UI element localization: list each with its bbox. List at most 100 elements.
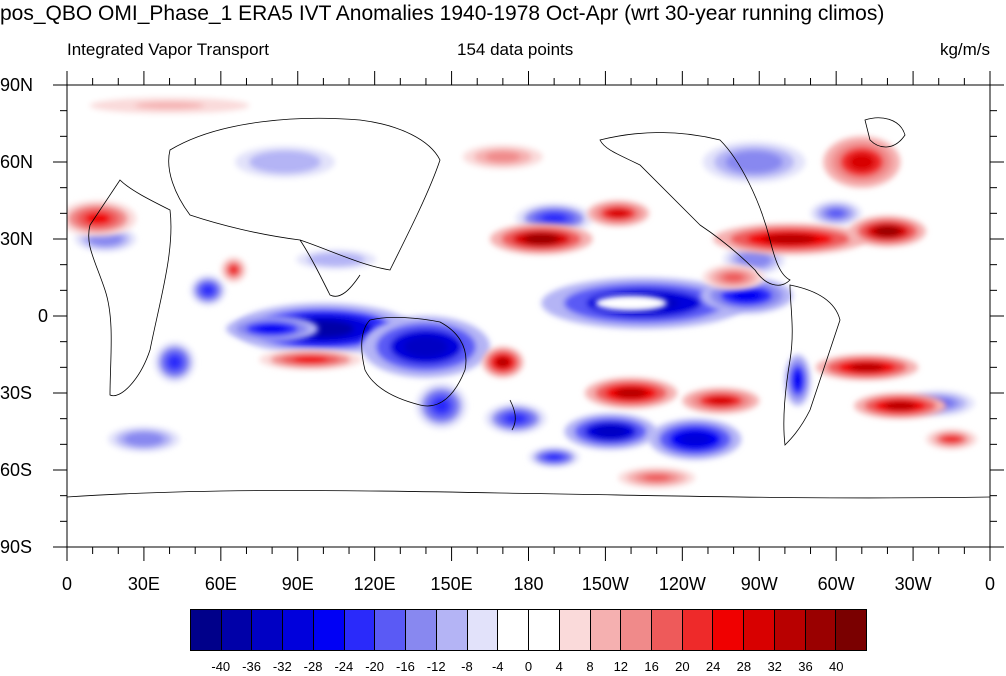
colorbar-swatch: [283, 610, 314, 650]
colorbar-swatch: [805, 610, 837, 650]
y-tick-label: 0: [38, 306, 49, 326]
colorbar-tick-label: -4: [491, 659, 504, 674]
x-tick-label: 150E: [430, 574, 473, 594]
y-tick-label: 90S: [0, 537, 33, 557]
colorbar-swatch: [744, 610, 775, 650]
anomaly-region: [854, 393, 947, 419]
colorbar-tick-label: -24: [334, 659, 354, 674]
y-tick-label: 60S: [0, 460, 33, 480]
colorbar-swatch: [529, 610, 560, 650]
colorbar-tick-label: -40: [211, 659, 231, 674]
anomaly-region: [154, 341, 196, 383]
colorbar-swatch: [590, 610, 622, 650]
colorbar-swatch: [467, 610, 499, 650]
anomaly-region: [587, 200, 650, 227]
coastlines: [67, 117, 990, 499]
anomaly-region: [595, 295, 667, 311]
colorbar-swatch: [836, 610, 867, 650]
map-plot: [53, 71, 1004, 561]
colorbar-swatch: [221, 610, 253, 650]
anomaly-region: [220, 141, 350, 183]
x-tick-label: 30E: [127, 574, 160, 594]
anomaly-region: [67, 95, 273, 116]
anomaly-region: [810, 200, 862, 227]
colorbar-swatch: [191, 610, 222, 650]
colorbar-swatch: [559, 610, 591, 650]
colorbar-tick-label: -16: [396, 659, 415, 674]
y-tick-label: 30N: [0, 229, 34, 249]
x-tick-label: 0: [984, 574, 996, 594]
colorbar: [190, 609, 867, 651]
anomaly-region: [67, 200, 137, 237]
anomaly-region: [618, 467, 696, 488]
colorbar-tick-label: 36: [798, 659, 813, 674]
colorbar-swatch: [313, 610, 345, 650]
y-tick-label: 60N: [0, 152, 34, 172]
x-tick-label: 120E: [353, 574, 396, 594]
plot-title: pos_QBO OMI_Phase_1 ERA5 IVT Anomalies 1…: [0, 2, 885, 25]
colorbar-swatch: [498, 610, 530, 650]
colorbar-tick-label: 8: [586, 659, 594, 674]
variable-label: Integrated Vapor Transport: [67, 40, 269, 59]
anomaly-region: [925, 428, 978, 450]
anomaly-region: [528, 446, 580, 468]
data-count-label: 154 data points: [457, 40, 574, 59]
colorbar-swatch: [713, 610, 745, 650]
colorbar-tick-label: 40: [828, 659, 844, 674]
colorbar-swatch: [682, 610, 714, 650]
colorbar-tick-label: 28: [736, 659, 752, 674]
anomaly-region: [225, 316, 319, 342]
anomaly-region: [584, 377, 678, 409]
anomaly-region: [784, 354, 811, 406]
colorbar-tick-label: 32: [767, 659, 782, 674]
x-tick-label: 0: [61, 574, 73, 594]
colorbar-swatch: [774, 610, 806, 650]
anomaly-region: [220, 256, 247, 283]
anomaly-region: [649, 418, 742, 460]
anomaly-region: [823, 136, 901, 188]
x-tick-label: 180: [513, 574, 544, 594]
anomaly-region: [848, 215, 926, 247]
x-tick-label: 90E: [281, 574, 314, 594]
anomaly-region: [682, 387, 760, 414]
colorbar-tick-label: 16: [644, 659, 659, 674]
anomaly-region: [482, 346, 524, 378]
colorbar-tick-label: -36: [242, 659, 261, 674]
colorbar-tick-label: -12: [426, 659, 446, 674]
colorbar-tick-label: -8: [461, 659, 473, 674]
colorbar-swatch: [252, 610, 284, 650]
x-tick-label: 30W: [894, 574, 932, 594]
units-label: kg/m/s: [939, 40, 990, 59]
anomaly-field: [67, 95, 978, 488]
x-tick-label: 60W: [817, 574, 855, 594]
x-tick-label: 150W: [581, 574, 629, 594]
colorbar-swatch: [652, 610, 683, 650]
x-tick-label: 120W: [658, 574, 706, 594]
colorbar-tick-label: -32: [272, 659, 292, 674]
x-tick-label: 90W: [740, 574, 778, 594]
anomaly-region: [564, 413, 657, 450]
colorbar-swatch: [344, 610, 376, 650]
anomaly-region: [490, 223, 593, 255]
anomaly-region: [713, 223, 867, 255]
anomaly-region: [415, 382, 467, 429]
anomaly-region: [451, 141, 555, 173]
colorbar-tick-label: 0: [524, 659, 533, 674]
y-tick-label: 90N: [0, 75, 34, 95]
colorbar-tick-label: -20: [365, 659, 385, 674]
colorbar-tick-label: 4: [555, 659, 563, 674]
colorbar-tick-label: 20: [675, 659, 690, 674]
colorbar-swatch: [621, 610, 653, 650]
anomaly-region: [361, 316, 491, 378]
anomaly-region: [108, 426, 180, 453]
x-tick-label: 60E: [204, 574, 237, 594]
anomaly-region: [815, 354, 919, 381]
colorbar-tick-label: 24: [705, 659, 721, 674]
colorbar-swatch: [406, 610, 437, 650]
colorbar-swatch: [375, 610, 407, 650]
anomaly-region: [702, 141, 806, 183]
anomaly-region: [702, 264, 765, 291]
anomaly-region: [284, 246, 388, 273]
anomaly-region: [190, 274, 226, 306]
y-tick-label: 30S: [0, 383, 33, 403]
